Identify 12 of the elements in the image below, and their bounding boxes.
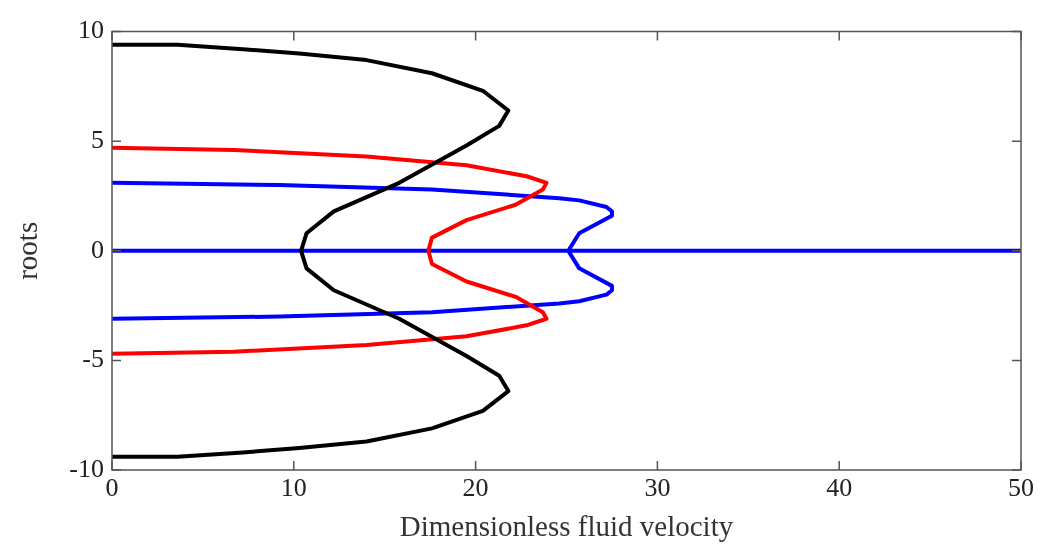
y-tick-label: -5 — [82, 344, 104, 374]
x-axis-title: Dimensionless fluid velocity — [399, 510, 734, 543]
y-tick-label: 10 — [78, 15, 104, 45]
x-tick-label: 30 — [644, 473, 671, 503]
y-tick-label: 0 — [91, 234, 104, 264]
x-tick-label: 50 — [1008, 473, 1034, 503]
x-tick-label: 20 — [462, 473, 489, 503]
y-tick-label: 5 — [91, 125, 104, 155]
y-axis-title: roots — [11, 221, 44, 280]
x-tick-label: 40 — [826, 473, 853, 503]
y-tick-label: -10 — [69, 453, 104, 483]
x-tick-label: 10 — [280, 473, 307, 503]
